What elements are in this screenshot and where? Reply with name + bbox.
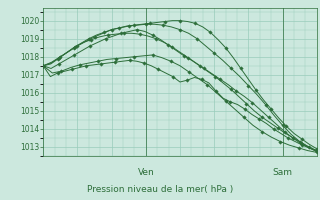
- Text: Ven: Ven: [137, 168, 154, 177]
- Text: Sam: Sam: [273, 168, 292, 177]
- Text: Pression niveau de la mer( hPa ): Pression niveau de la mer( hPa ): [87, 185, 233, 194]
